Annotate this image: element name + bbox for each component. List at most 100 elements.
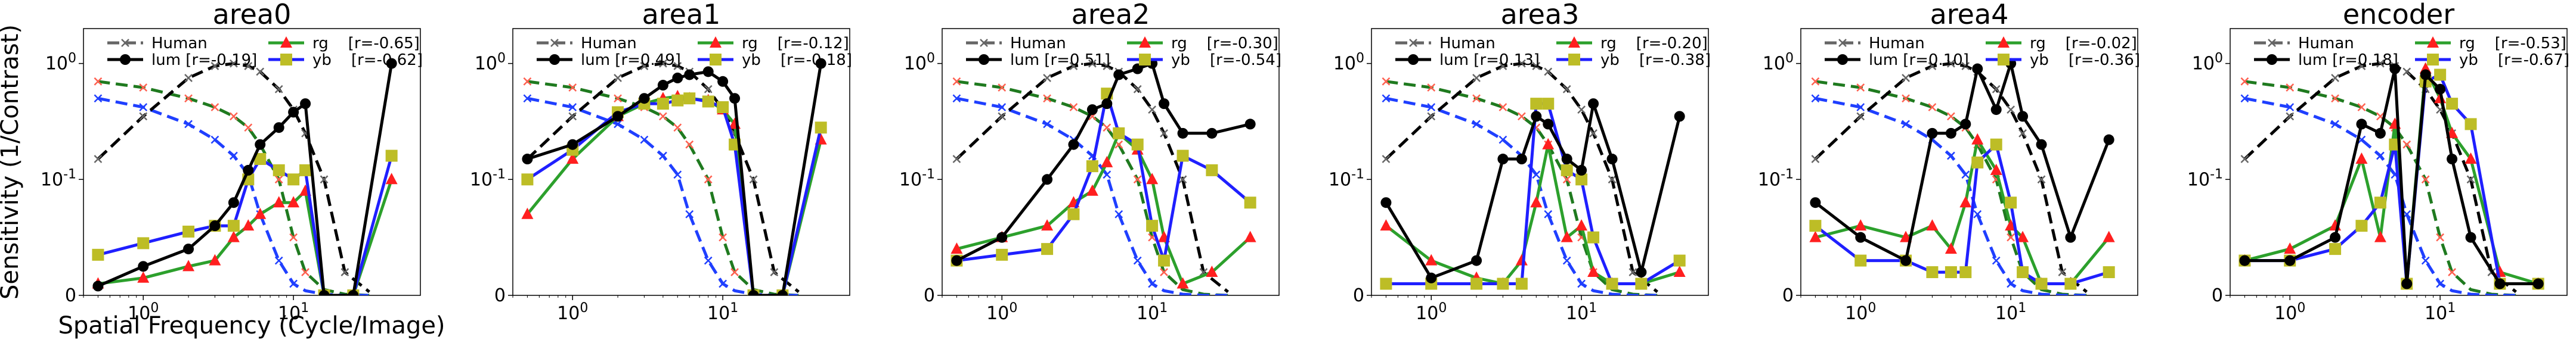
human-point [1114,210,1123,219]
lum-point [1543,119,1554,130]
lum-point [2532,278,2544,289]
lum-point [1177,127,1188,139]
legend-label-human: Human [151,35,208,52]
yb-point [385,149,398,162]
human-point [1532,62,1541,70]
human-point [1562,175,1571,184]
rg-point [2284,242,2296,254]
human-point [1902,120,1910,129]
panel-title: area0 [213,0,292,30]
lum-point [1244,119,1256,130]
legend-marker-yb [2427,54,2439,66]
lum-point [1576,164,1587,176]
rg-point [521,207,534,219]
human-point [1043,120,1051,129]
y-tick-label: 0 [494,285,506,306]
figure-xlabel: Spatial Frequency (Cycle/Image) [58,312,445,339]
human-point [1544,210,1553,219]
x-tick-label: 101 [2425,301,2456,325]
y-tick-label: 100 [45,51,76,74]
human-point [301,268,309,276]
human-point [2240,155,2249,163]
lum-point [92,280,104,292]
yb-point [1561,164,1573,176]
yb-point [1497,277,1509,290]
legend-label-rg: rg [r=-0.02] [2030,35,2137,52]
panel-title: area3 [1501,0,1580,30]
human-point [1498,62,1507,70]
human-point [1498,103,1507,111]
rg-point [1587,266,1600,277]
yb-point [657,98,669,110]
human-point [1382,77,1391,86]
human-point [2402,140,2411,149]
yb-point [182,225,195,238]
human-point [952,94,961,103]
y-tick-label: 0 [1782,285,1794,306]
lum-point [300,98,311,110]
yb-point [683,92,696,105]
legend-label-yb: yb [r=-0.18] [742,51,852,69]
legend-marker-rg [280,36,292,48]
human-point [274,175,283,184]
rg-point [1530,196,1543,208]
lum-point [522,154,533,165]
yb-point [815,121,827,134]
y-tick-label: 10-1 [41,167,76,191]
human-point [2436,279,2445,288]
panel-title: encoder [2343,0,2454,30]
lum-point [183,244,194,255]
lum-point [1606,154,1618,165]
series-human_rg [952,77,1228,295]
lum-point [2284,255,2296,266]
plot-clip [2238,59,2544,295]
human-point [2286,83,2295,92]
yb-point [1990,138,2002,151]
legend-marker-human [980,39,988,47]
lum-point [273,122,284,133]
human-point [1043,74,1051,82]
y-tick-label: 0 [1353,285,1364,306]
human-point [1928,103,1937,111]
human-point [673,123,682,132]
human-point [614,120,622,129]
legend-marker-rg [1998,36,2010,48]
human-point [1961,62,1970,70]
lum-point [717,76,729,87]
rg-point [385,173,398,185]
y-tick-label: 100 [2192,51,2223,74]
lum-point [243,164,254,176]
human-point [2402,67,2411,76]
yb-point [287,173,300,186]
human-point [1498,135,1507,144]
legend-marker-yb [710,54,722,66]
human-point [1811,77,1820,86]
legend-marker-yb [1998,54,2010,66]
rg-point [1673,266,1686,277]
y-tick-label: 10-1 [2187,167,2223,191]
human-point [2240,94,2249,103]
human-point [1518,112,1526,121]
lum-point [1042,174,1053,185]
human-point [2018,129,2027,138]
legend-marker-yb [280,54,292,66]
human-point [1427,83,1436,92]
human-point [2331,74,2339,82]
human-point [685,140,694,149]
human-point [320,175,329,184]
yb-point [671,94,684,107]
human-point [289,233,298,242]
lum-point [729,93,741,104]
human-point [1562,85,1571,93]
y-tick-label: 10-1 [470,167,506,191]
human-point [614,74,622,82]
yb-point [1158,254,1171,267]
lum-point [2465,232,2476,243]
legend-marker-rg [1139,36,1151,48]
human-point [998,83,1007,92]
human-point [1947,59,1955,68]
human-point [1148,279,1157,288]
